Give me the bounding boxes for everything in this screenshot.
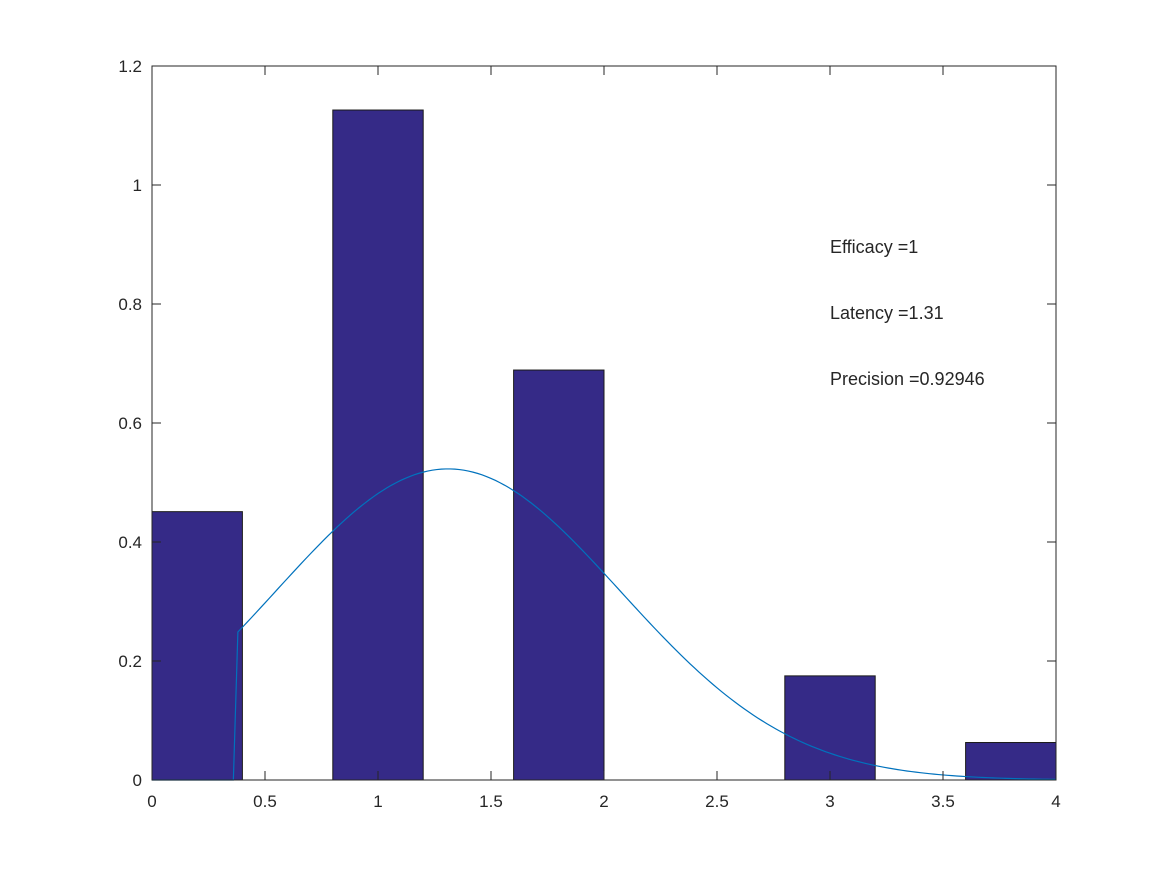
x-tick-label: 4 [1051, 792, 1060, 811]
ticks-layer [151, 65, 1057, 781]
y-tick-label: 0.6 [118, 414, 142, 433]
x-tick-label: 1 [373, 792, 382, 811]
x-tick-label: 0.5 [253, 792, 277, 811]
x-tick-label: 1.5 [479, 792, 503, 811]
bar [784, 675, 876, 781]
bar [965, 742, 1057, 781]
bars-layer [151, 109, 1057, 781]
bar [513, 369, 605, 781]
y-tick-label: 1.2 [118, 57, 142, 76]
annotation-latency: Latency =1.31 [830, 303, 944, 323]
bar [151, 511, 243, 781]
x-tick-label: 2.5 [705, 792, 729, 811]
x-tick-label: 3 [825, 792, 834, 811]
y-tick-label: 0.4 [118, 533, 142, 552]
x-tick-label: 0 [147, 792, 156, 811]
density-curve [152, 468, 1057, 781]
bar [332, 109, 424, 781]
x-tick-labels: 0 0.5 1 1.5 2 2.5 3 3.5 4 [147, 792, 1060, 811]
y-tick-label: 1 [133, 176, 142, 195]
y-tick-label: 0.2 [118, 652, 142, 671]
annotation-efficacy: Efficacy =1 [830, 237, 918, 257]
x-tick-label: 3.5 [931, 792, 955, 811]
x-tick-label: 2 [599, 792, 608, 811]
y-tick-label: 0.8 [118, 295, 142, 314]
y-tick-label: 0 [133, 771, 142, 790]
y-tick-labels: 0 0.2 0.4 0.6 0.8 1 1.2 [118, 57, 142, 790]
annotation-precision: Precision =0.92946 [830, 369, 985, 389]
